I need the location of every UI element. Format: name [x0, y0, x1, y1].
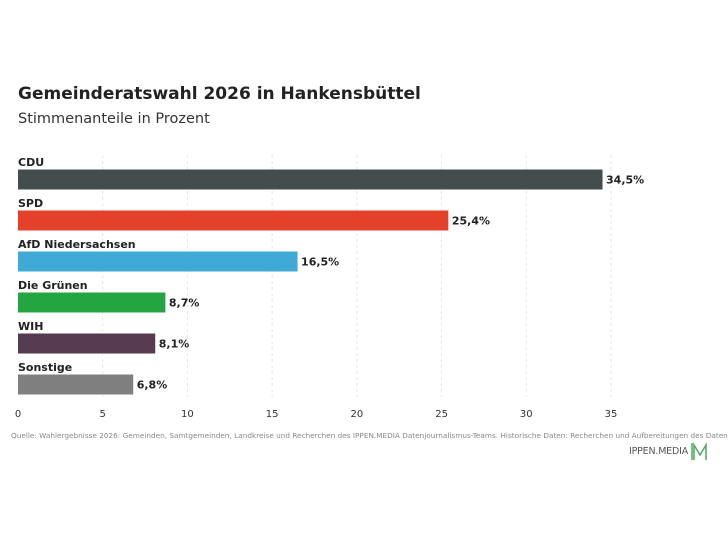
bars: CDU 34,5% SPD 25,4% AfD Niedersachsen 16,5% Di… [18, 156, 644, 395]
x-tick-label: 0 [15, 409, 21, 420]
bar [18, 333, 156, 354]
value-label: 8,1% [159, 338, 190, 351]
bar-chart: CDU 34,5% SPD 25,4% AfD Niedersachsen 16,5% Di… [15, 155, 644, 420]
bar [18, 251, 298, 272]
x-tick-label: 20 [350, 409, 363, 420]
category-label: CDU [18, 156, 44, 169]
category-label: Die Grünen [18, 279, 88, 292]
value-label: 25,4% [452, 215, 490, 228]
chart-title: Gemeinderatswahl 2026 in Hankensbüttel [18, 84, 421, 104]
category-label: SPD [18, 197, 43, 210]
chart-subtitle: Stimmenanteile in Prozent [18, 111, 210, 127]
category-label: Sonstige [18, 361, 72, 374]
grid-lines [102, 155, 612, 397]
value-label: 34,5% [606, 174, 644, 187]
value-label: 16,5% [301, 256, 339, 269]
x-tick-label: 30 [520, 409, 533, 420]
x-tick-label: 10 [181, 409, 194, 420]
publisher-logo: IPPEN.MEDIA [629, 441, 709, 461]
x-tick-label: 5 [100, 409, 106, 420]
bar [18, 210, 449, 231]
value-label: 8,7% [169, 297, 200, 310]
bar [18, 374, 134, 395]
x-tick-label: 15 [266, 409, 279, 420]
source-note: Quelle: Wahlergebnisse 2026: Gemeinden, … [11, 431, 728, 440]
category-label: WIH [18, 320, 43, 333]
logo-text: IPPEN.MEDIA [629, 445, 689, 457]
x-tick-label: 25 [435, 409, 448, 420]
bar [18, 292, 166, 313]
value-label: 6,8% [137, 379, 168, 392]
x-axis: 0 5 10 15 20 25 30 35 [15, 409, 618, 420]
bar [18, 169, 603, 190]
category-label: AfD Niedersachsen [18, 238, 136, 251]
x-tick-label: 35 [605, 409, 618, 420]
m-logo-icon [691, 442, 707, 460]
